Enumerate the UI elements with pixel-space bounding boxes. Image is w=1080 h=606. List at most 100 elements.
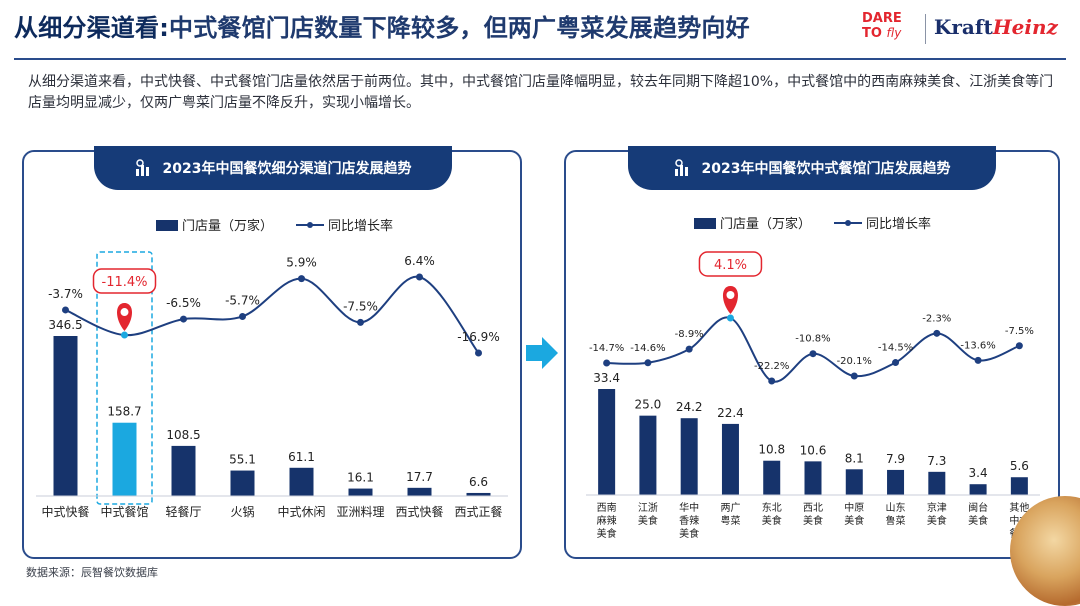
bars: 346.5 158.7 108.5 55.1 61.1 16.1 17.7 6.6 [48, 318, 491, 496]
kraft-heinz-logo: KraftHeinz [934, 15, 1058, 39]
chart-channels: 门店量（万家） 同比增长率 346.5 158.7 108.5 55.1 61.1 16.1 1… [36, 218, 508, 519]
growth-point [726, 314, 734, 322]
growth-point [603, 359, 611, 367]
arrow-right-icon [526, 335, 558, 371]
growth-rate-label: 6.4% [404, 254, 435, 268]
header-rule [14, 58, 1066, 60]
category-label: 中原美食 [844, 501, 864, 527]
growth-rate-label: -20.1% [837, 356, 872, 367]
growth-rate-label: -8.9% [675, 329, 704, 340]
category-label: 京津美食 [927, 501, 947, 527]
bar-value-label: 24.2 [676, 400, 703, 414]
growth-point [644, 359, 652, 367]
growth-point [357, 318, 364, 326]
bar [887, 469, 905, 495]
bar-value-label: 55.1 [229, 453, 256, 467]
category-label: 闽台美食 [968, 501, 988, 527]
bar [969, 484, 987, 495]
growth-point [475, 349, 482, 357]
bar [112, 422, 137, 496]
category-label: 西式正餐 [454, 504, 502, 519]
growth-point [1015, 342, 1023, 350]
category-label: 华中香辣美食 [679, 501, 699, 540]
bar-value-label: 33.4 [593, 371, 620, 385]
bar [928, 471, 946, 495]
bar-value-label: 10.8 [758, 443, 785, 457]
category-label: 亚洲料理 [336, 505, 384, 519]
chart-title-channels: 2023年中国餐饮细分渠道门店发展趋势 [162, 161, 412, 177]
logo-dare-line2: TO [862, 26, 882, 41]
location-pin-icon [117, 303, 132, 332]
growth-rate-label: 5.9% [286, 256, 317, 270]
bar [407, 487, 432, 496]
highlight-callout: -11.4% [92, 268, 157, 332]
chart-tab-channels: 2023年中国餐饮细分渠道门店发展趋势 [94, 146, 452, 190]
logo-divider [925, 14, 926, 44]
bar [845, 469, 863, 495]
bar-value-label: 16.1 [347, 471, 374, 485]
category-label: 轻餐厅 [165, 504, 201, 519]
bar [289, 467, 314, 496]
bar [721, 423, 739, 495]
legend: 门店量（万家） 同比增长率 [694, 216, 931, 232]
bar [348, 488, 373, 496]
growth-points: -3.7% -6.5% -5.7% 5.9% -7.5% 6.4% -16.9% [48, 254, 500, 357]
growth-rate-label: -16.9% [457, 330, 499, 344]
highlight-box [96, 251, 153, 505]
logo-kraft: Kraft [934, 15, 993, 39]
growth-point [809, 350, 817, 358]
bar [763, 460, 781, 495]
bar [598, 389, 616, 495]
growth-rate-label: -7.5% [343, 299, 378, 313]
growth-point [768, 377, 776, 385]
legend-marker [307, 222, 313, 228]
growth-point [239, 312, 246, 320]
growth-rate-label: -10.8% [795, 334, 830, 345]
category-label: 中式餐馆 [100, 504, 148, 519]
growth-points: -14.7% -14.6% -8.9% -22.2% -10.8% -20.1% -14.5… [589, 313, 1034, 385]
dare-to-fly-logo: DARE TO fly [862, 12, 920, 48]
category-labels: 中式快餐 中式餐馆 轻餐厅 火锅 中式休闲 亚洲料理 西式快餐 西式正餐 [41, 504, 502, 519]
chart-tab-chinese-restaurants: 2023年中国餐饮中式餐馆门店发展趋势 [628, 146, 996, 190]
growth-point [416, 273, 423, 281]
bar-value-label: 5.6 [1010, 459, 1029, 473]
bar [53, 336, 78, 496]
bar-value-label: 7.9 [886, 452, 905, 466]
growth-point [974, 356, 982, 364]
category-label: 中式休闲 [277, 504, 325, 519]
bar-value-label: 3.4 [969, 466, 988, 480]
description: 从细分渠道来看，中式快餐、中式餐馆门店量依然居于前两位。其中，中式餐馆门店量降幅… [28, 74, 1054, 111]
bar-value-label: 25.0 [635, 398, 662, 412]
title-lead: 从细分渠道看: [14, 14, 169, 42]
title-rest: 中式餐馆门店数量下降较多，但两广粤菜发展趋势向好 [169, 14, 750, 42]
chart-icon [135, 159, 149, 176]
growth-rate-label: -6.5% [166, 296, 201, 310]
bar [466, 492, 491, 496]
category-label: 中式快餐 [41, 504, 89, 519]
legend-label-stores: 门店量（万家） [720, 216, 811, 232]
bar-value-label: 22.4 [717, 406, 744, 420]
bar [230, 470, 255, 496]
bar-value-label: 108.5 [166, 428, 200, 442]
bars: 33.4 25.0 24.2 22.4 10.8 10.6 8.1 7.9 7.3 3.4 5.6 [593, 371, 1029, 495]
bar-value-label: 17.7 [406, 470, 433, 484]
growth-rate-label: -14.5% [878, 343, 913, 354]
category-label: 火锅 [230, 504, 254, 519]
legend-swatch-bar [156, 220, 178, 231]
growth-point [892, 359, 900, 367]
category-label: 东北美食 [762, 501, 782, 527]
chart-panel-chinese-restaurants: 2023年中国餐饮中式餐馆门店发展趋势 门店量（万家） 同比增长率 33.4 25.0… [564, 146, 1060, 559]
chart-icon [674, 159, 688, 176]
growth-point [685, 345, 693, 353]
callout-box [92, 268, 157, 294]
growth-rate-line [606, 316, 1020, 383]
growth-rate-label: -22.2% [754, 361, 789, 372]
growth-rate-label: -13.6% [960, 340, 995, 351]
location-pin-dot [726, 291, 735, 299]
bar [680, 418, 698, 495]
legend-label-stores: 门店量（万家） [182, 218, 273, 234]
callout-box [698, 251, 763, 277]
callout-label: 4.1% [714, 258, 747, 273]
bar [804, 461, 822, 495]
category-label: 西式快餐 [395, 504, 443, 519]
